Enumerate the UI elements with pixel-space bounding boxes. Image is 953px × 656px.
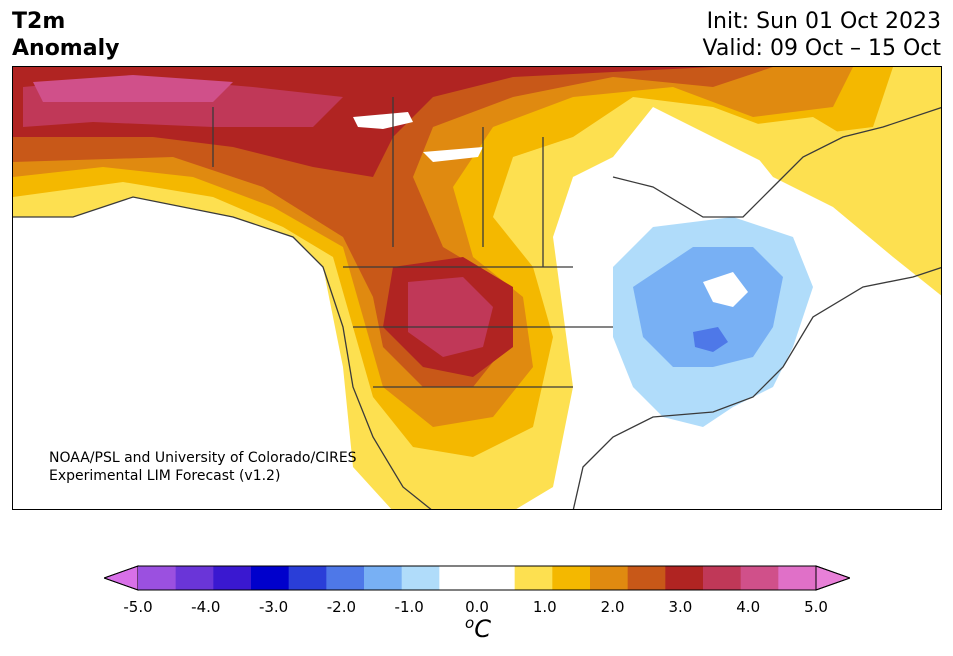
colorbar-tick-label: -2.0 bbox=[326, 598, 357, 616]
colorbar-tick-label: -1.0 bbox=[394, 598, 424, 616]
colorbar-cells bbox=[104, 565, 850, 591]
map-canvas bbox=[13, 67, 941, 509]
valid-date: Valid: 09 Oct – 15 Oct bbox=[702, 36, 941, 61]
colorbar-tick-label: 2.0 bbox=[600, 598, 625, 616]
unit-degree: o bbox=[465, 614, 475, 632]
colorbar-tick-label: -4.0 bbox=[191, 598, 221, 616]
unit-base: C bbox=[474, 615, 491, 643]
colorbar-cell bbox=[213, 566, 252, 590]
coastlines bbox=[13, 97, 941, 509]
colorbar-cell bbox=[364, 566, 403, 590]
anomaly-map bbox=[12, 66, 942, 510]
cool-anomaly-region bbox=[613, 217, 813, 427]
colorbar-frame bbox=[104, 565, 850, 591]
colorbar-cell bbox=[740, 566, 779, 590]
forecast-dates: Init: Sun 01 Oct 2023 Valid: 09 Oct – 15… bbox=[703, 8, 941, 62]
map-title: T2m Anomaly bbox=[12, 8, 119, 62]
colorbar-cell bbox=[590, 566, 629, 590]
colorbar-tick-label: -5.0 bbox=[123, 598, 153, 616]
colorbar-high-extension bbox=[815, 565, 850, 591]
colorbar-cell bbox=[288, 566, 327, 590]
colorbar bbox=[104, 565, 850, 591]
init-date: Init: Sun 01 Oct 2023 bbox=[706, 9, 941, 34]
colorbar-tick-label: 1.0 bbox=[532, 598, 557, 616]
colorbar-cell bbox=[326, 566, 365, 590]
colorbar-tick-label: -3.0 bbox=[258, 598, 289, 616]
colorbar-cell bbox=[251, 566, 290, 590]
colorbar-cell bbox=[439, 566, 478, 590]
colorbar-low-extension bbox=[104, 565, 139, 591]
colorbar-cell bbox=[552, 566, 591, 590]
colorbar-cell bbox=[401, 566, 440, 590]
colorbar-cell bbox=[514, 566, 553, 590]
attribution-line-1: NOAA/PSL and University of Colorado/CIRE… bbox=[49, 450, 357, 466]
colorbar-cell bbox=[665, 566, 704, 590]
title-line-1: T2m bbox=[12, 9, 66, 34]
colorbar-tick-label: 3.0 bbox=[668, 598, 693, 616]
attribution: NOAA/PSL and University of Colorado/CIRE… bbox=[49, 449, 357, 485]
attribution-line-2: Experimental LIM Forecast (v1.2) bbox=[49, 468, 281, 484]
colorbar-tick-label: 4.0 bbox=[736, 598, 761, 616]
colorbar-cell bbox=[477, 566, 516, 590]
title-line-2: Anomaly bbox=[12, 36, 120, 61]
colorbar-tick-label: 5.0 bbox=[804, 598, 828, 616]
colorbar-cell bbox=[778, 566, 817, 590]
colorbar-cell bbox=[175, 566, 214, 590]
colorbar-tick-label: 0.0 bbox=[465, 598, 489, 616]
colorbar-cell bbox=[703, 566, 742, 590]
colorbar-cell bbox=[627, 566, 666, 590]
colorbar-unit: oC bbox=[465, 614, 491, 643]
colorbar-cell bbox=[138, 566, 177, 590]
